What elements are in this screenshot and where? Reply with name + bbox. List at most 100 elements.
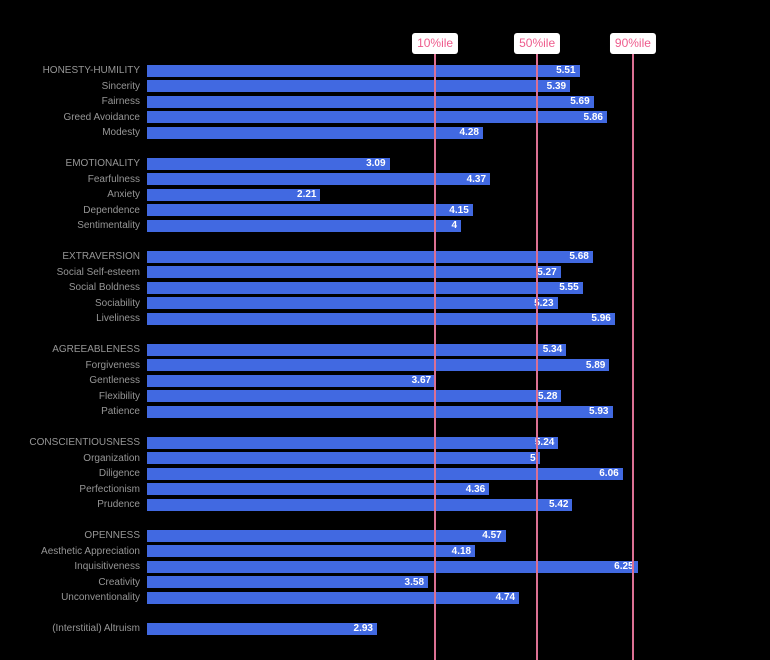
category-label: Forgiveness: [85, 359, 140, 371]
bar-value-label: 2.21: [297, 189, 317, 201]
category-label: Aesthetic Appreciation: [41, 545, 140, 557]
bar-row-inquisitiveness: Inquisitiveness 6.25: [0, 559, 770, 575]
value-bar: 5.93: [147, 405, 613, 418]
category-label: Inquisitiveness: [74, 561, 140, 573]
category-label: Fairness: [101, 96, 140, 108]
bar-value-label: 4.57: [482, 530, 502, 542]
category-label: Anxiety: [107, 189, 140, 201]
value-bar: 3.67: [147, 374, 436, 387]
category-label: EXTRAVERSION: [62, 251, 140, 263]
bar-row-dependence: Dependence 4.15: [0, 203, 770, 219]
bar-value-label: 5.96: [591, 313, 611, 325]
bar-row-greed-avoidance: Greed Avoidance 5.86: [0, 110, 770, 126]
category-label: Creativity: [98, 576, 140, 588]
bar-row-interstitial-altruism: (Interstitial) Altruism 2.93: [0, 621, 770, 637]
bar-group-honesty-humility: HONESTY-HUMILITY 5.51 Sincerity 5.39 Fairnes…: [0, 63, 770, 141]
bar-value-label: 3.67: [411, 375, 432, 387]
bar-row-flexibility: Flexibility 5.28: [0, 389, 770, 405]
category-label: Liveliness: [96, 313, 140, 325]
bar-group-extraversion: EXTRAVERSION 5.68 Social Self-esteem 5.27 So…: [0, 249, 770, 327]
value-bar: 5.24: [147, 436, 559, 449]
bar-value-label: 5.39: [546, 80, 567, 92]
bar-value-label: 5.51: [556, 65, 576, 77]
value-bar: 4.74: [147, 591, 520, 604]
bar-row-modesty: Modesty 4.28: [0, 125, 770, 141]
bar-value-label: 4.74: [495, 592, 516, 604]
category-label: Greed Avoidance: [63, 111, 140, 123]
bar-row-openness: OPENNESS 4.57: [0, 528, 770, 544]
category-label: Gentleness: [89, 375, 140, 387]
bar-value-label: 5.68: [569, 251, 589, 263]
category-label: Sincerity: [101, 80, 140, 92]
category-label: CONSCIENTIOUSNESS: [29, 437, 140, 449]
bar-value-label: 5.24: [534, 437, 555, 449]
bar-value-label: 6.06: [599, 468, 619, 480]
bar-row-sincerity: Sincerity 5.39: [0, 79, 770, 95]
bar-group-interstitial: (Interstitial) Altruism 2.93: [0, 621, 770, 637]
category-label: Perfectionism: [79, 483, 140, 495]
bar-row-perfectionism: Perfectionism 4.36: [0, 482, 770, 498]
value-bar: 6.25: [147, 560, 638, 573]
value-bar: 5.27: [147, 266, 561, 279]
bar-row-patience: Patience 5.93: [0, 404, 770, 420]
bar-value-label: 5.34: [542, 344, 563, 356]
category-label: Organization: [83, 452, 140, 464]
percentile-label-10-ile: 10%ile: [412, 33, 459, 54]
bar-row-unconventionality: Unconventionality 4.74: [0, 590, 770, 606]
category-label: Dependence: [83, 204, 140, 216]
bar-value-label: 5.93: [589, 406, 609, 418]
value-bar: 5.28: [147, 390, 562, 403]
value-bar: 5.69: [147, 95, 594, 108]
bar-value-label: 5.28: [538, 390, 558, 402]
category-label: EMOTIONALITY: [65, 158, 140, 170]
bar-row-diligence: Diligence 6.06: [0, 466, 770, 482]
category-label: Sociability: [94, 297, 140, 309]
bar-row-fairness: Fairness 5.69: [0, 94, 770, 110]
value-bar: 5.39: [147, 80, 571, 93]
bar-value-label: 5.55: [559, 282, 579, 294]
category-label: Modesty: [102, 127, 140, 139]
bar-row-aesthetic-appreciation: Aesthetic Appreciation 4.18: [0, 544, 770, 560]
value-bar: 4.28: [147, 126, 483, 139]
category-label: Diligence: [98, 468, 140, 480]
bar-row-social-boldness: Social Boldness 5.55: [0, 280, 770, 296]
bar-group-openness: OPENNESS 4.57 Aesthetic Appreciation 4.18 In…: [0, 528, 770, 606]
category-label: Unconventionality: [61, 592, 140, 604]
bar-row-gentleness: Gentleness 3.67: [0, 373, 770, 389]
category-label: Patience: [101, 406, 140, 418]
value-bar: 2.21: [147, 188, 321, 201]
bar-row-agreeableness: AGREEABLENESS 5.34: [0, 342, 770, 358]
bar-group-agreeableness: AGREEABLENESS 5.34 Forgiveness 5.89 Gentlene…: [0, 342, 770, 420]
bar-row-liveliness: Liveliness 5.96: [0, 311, 770, 327]
bar-row-anxiety: Anxiety 2.21: [0, 187, 770, 203]
bar-value-label: 3.58: [404, 576, 425, 588]
category-label: HONESTY-HUMILITY: [42, 65, 140, 77]
bar-row-organization: Organization 5: [0, 451, 770, 467]
bar-row-forgiveness: Forgiveness 5.89: [0, 358, 770, 374]
category-label: Social Boldness: [68, 282, 140, 294]
bar-value-label: 4: [451, 220, 457, 232]
bar-value-label: 5: [529, 452, 536, 464]
category-label: Sentimentality: [77, 220, 140, 232]
bar-value-label: 4.15: [449, 204, 469, 216]
bar-value-label: 5.89: [585, 359, 606, 371]
bar-value-label: 4.28: [459, 127, 479, 139]
value-bar: 5.96: [147, 312, 615, 325]
value-bar: 4.18: [147, 545, 476, 558]
category-label: (Interstitial) Altruism: [52, 623, 140, 635]
bar-row-emotionality: EMOTIONALITY 3.09: [0, 156, 770, 172]
category-label: Prudence: [97, 499, 140, 511]
bar-row-sociability: Sociability 5.23: [0, 296, 770, 312]
value-bar: 5.89: [147, 359, 610, 372]
category-label: AGREEABLENESS: [52, 344, 140, 356]
category-label: OPENNESS: [84, 530, 140, 542]
value-bar: 5.51: [147, 64, 580, 77]
value-bar: 3.09: [147, 157, 390, 170]
bar-value-label: 4.36: [465, 483, 486, 495]
category-label: Fearfulness: [87, 173, 140, 185]
value-bar: 4.37: [147, 173, 491, 186]
bar-row-conscientiousness: CONSCIENTIOUSNESS 5.24: [0, 435, 770, 451]
category-label: Flexibility: [98, 390, 140, 402]
percentile-label-90-ile: 90%ile: [609, 33, 656, 54]
bar-value-label: 4.18: [451, 545, 472, 557]
